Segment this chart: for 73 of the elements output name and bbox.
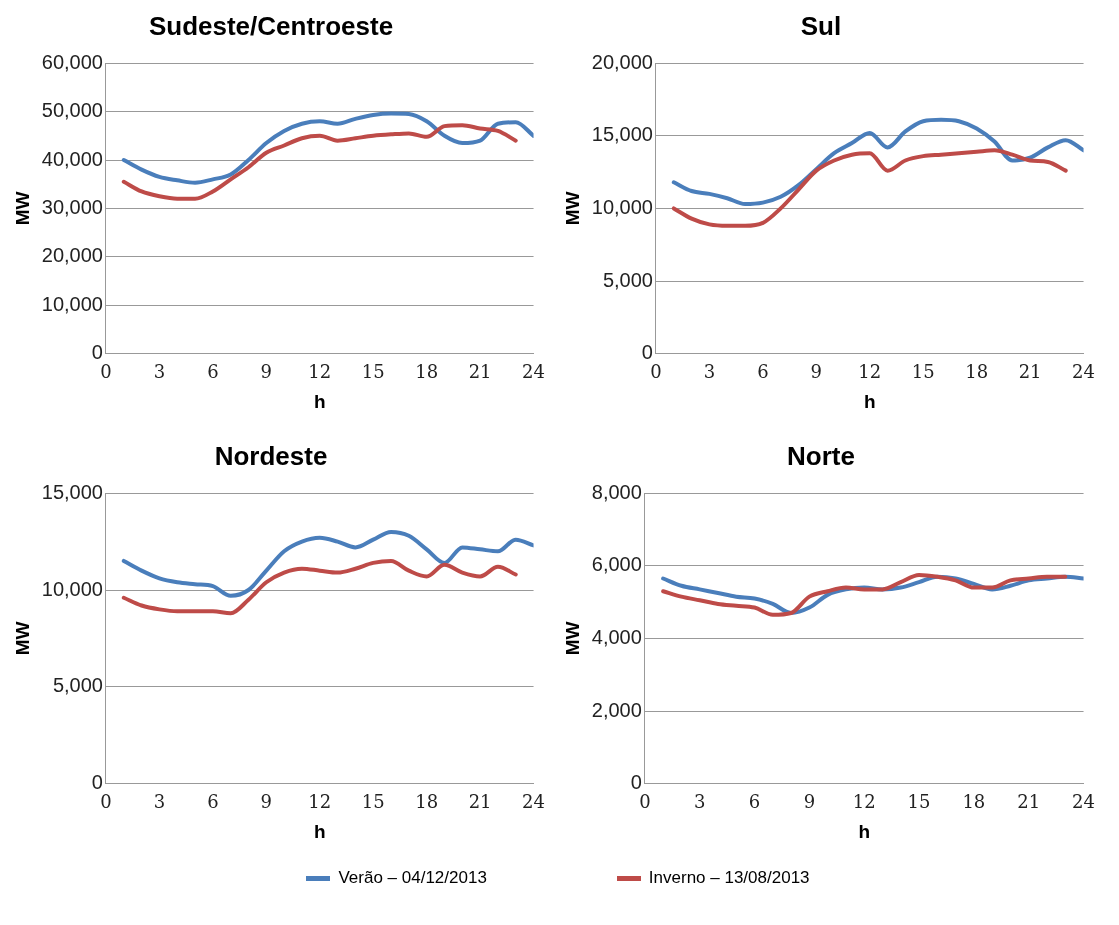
x-tick-label: 15 xyxy=(361,791,385,813)
x-tick-label: 24 xyxy=(522,361,545,383)
line-series xyxy=(671,148,1068,228)
y-axis-title: MW xyxy=(561,621,583,656)
x-tick-label: 21 xyxy=(1017,791,1041,813)
line-series xyxy=(121,123,518,201)
y-tick-label: 8,000 xyxy=(591,480,642,503)
x-tick-label: 24 xyxy=(1072,791,1095,813)
y-tick-label: 10,000 xyxy=(41,292,103,315)
x-axis-title: h xyxy=(313,390,326,412)
chart-title: Nordeste xyxy=(214,440,328,471)
x-tick-label: 12 xyxy=(308,361,332,383)
x-tick-label: 15 xyxy=(911,361,935,383)
x-tick-label: 15 xyxy=(361,361,385,383)
x-tick-label: 24 xyxy=(522,791,545,813)
x-tick-label: 18 xyxy=(415,791,439,813)
y-tick-label: 30,000 xyxy=(41,195,103,218)
y-tick-label: 0 xyxy=(630,771,642,794)
y-tick-label: 40,000 xyxy=(41,147,103,170)
legend-label: Inverno – 13/08/2013 xyxy=(648,868,810,888)
x-tick-label: 18 xyxy=(962,791,986,813)
line-series xyxy=(121,111,534,185)
y-tick-label: 2,000 xyxy=(591,698,642,721)
y-tick-label: 10,000 xyxy=(591,195,653,218)
x-tick-label: 9 xyxy=(260,791,273,813)
x-tick-label: 12 xyxy=(852,791,876,813)
y-tick-label: 0 xyxy=(91,341,103,364)
y-tick-label: 0 xyxy=(91,771,103,794)
y-tick-label: 20,000 xyxy=(41,244,103,267)
legend-label: Verão – 04/12/2013 xyxy=(338,868,487,888)
x-axis-title: h xyxy=(313,820,326,842)
x-axis-title: h xyxy=(863,390,876,412)
x-axis-title: h xyxy=(858,820,870,842)
y-tick-label: 50,000 xyxy=(41,99,103,122)
y-tick-label: 15,000 xyxy=(41,480,103,503)
x-tick-label: 3 xyxy=(153,361,166,383)
x-tick-label: 21 xyxy=(1018,361,1042,383)
line-series xyxy=(121,558,518,616)
x-tick-label: 12 xyxy=(308,791,332,813)
x-tick-label: 12 xyxy=(858,361,882,383)
x-tick-label: 24 xyxy=(1072,361,1095,383)
y-axis-title: MW xyxy=(11,621,33,656)
x-tick-label: 15 xyxy=(907,791,931,813)
y-tick-label: 5,000 xyxy=(602,268,653,291)
line-series xyxy=(121,529,534,598)
y-tick-label: 5,000 xyxy=(52,674,103,697)
y-tick-label: 4,000 xyxy=(591,625,642,648)
x-tick-label: 21 xyxy=(468,791,492,813)
line-series xyxy=(671,117,1084,207)
x-tick-label: 6 xyxy=(207,361,219,383)
chart-title: Sul xyxy=(800,10,842,41)
y-tick-label: 20,000 xyxy=(591,50,653,73)
y-axis-title: MW xyxy=(561,191,583,226)
x-tick-label: 6 xyxy=(207,791,219,813)
x-tick-label: 3 xyxy=(693,791,706,813)
x-tick-label: 3 xyxy=(153,791,166,813)
x-tick-label: 18 xyxy=(415,361,439,383)
x-tick-label: 9 xyxy=(260,361,273,383)
x-tick-label: 3 xyxy=(703,361,716,383)
x-tick-label: 6 xyxy=(757,361,769,383)
y-tick-label: 0 xyxy=(641,341,653,364)
chart-title: Sudeste/Centroeste xyxy=(148,10,394,41)
x-tick-label: 9 xyxy=(810,361,823,383)
y-tick-label: 15,000 xyxy=(591,123,653,146)
y-axis-title: MW xyxy=(11,191,33,226)
x-tick-label: 6 xyxy=(748,791,761,813)
x-tick-label: 18 xyxy=(965,361,989,383)
y-tick-label: 60,000 xyxy=(41,50,103,73)
chart-title: Norte xyxy=(787,440,855,471)
y-tick-label: 6,000 xyxy=(591,553,642,576)
x-tick-label: 21 xyxy=(468,361,492,383)
y-tick-label: 10,000 xyxy=(41,577,103,600)
x-tick-label: 9 xyxy=(803,791,816,813)
